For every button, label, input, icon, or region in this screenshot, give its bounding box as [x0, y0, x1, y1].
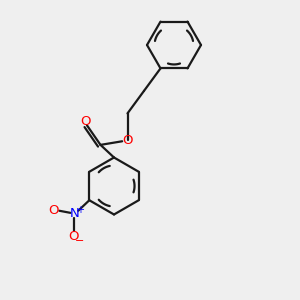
Text: O: O	[68, 230, 79, 243]
Text: O: O	[48, 204, 58, 217]
Text: O: O	[80, 115, 91, 128]
Text: +: +	[76, 205, 84, 215]
Text: N: N	[69, 207, 79, 220]
Text: O: O	[122, 134, 133, 147]
Text: −: −	[74, 236, 84, 246]
